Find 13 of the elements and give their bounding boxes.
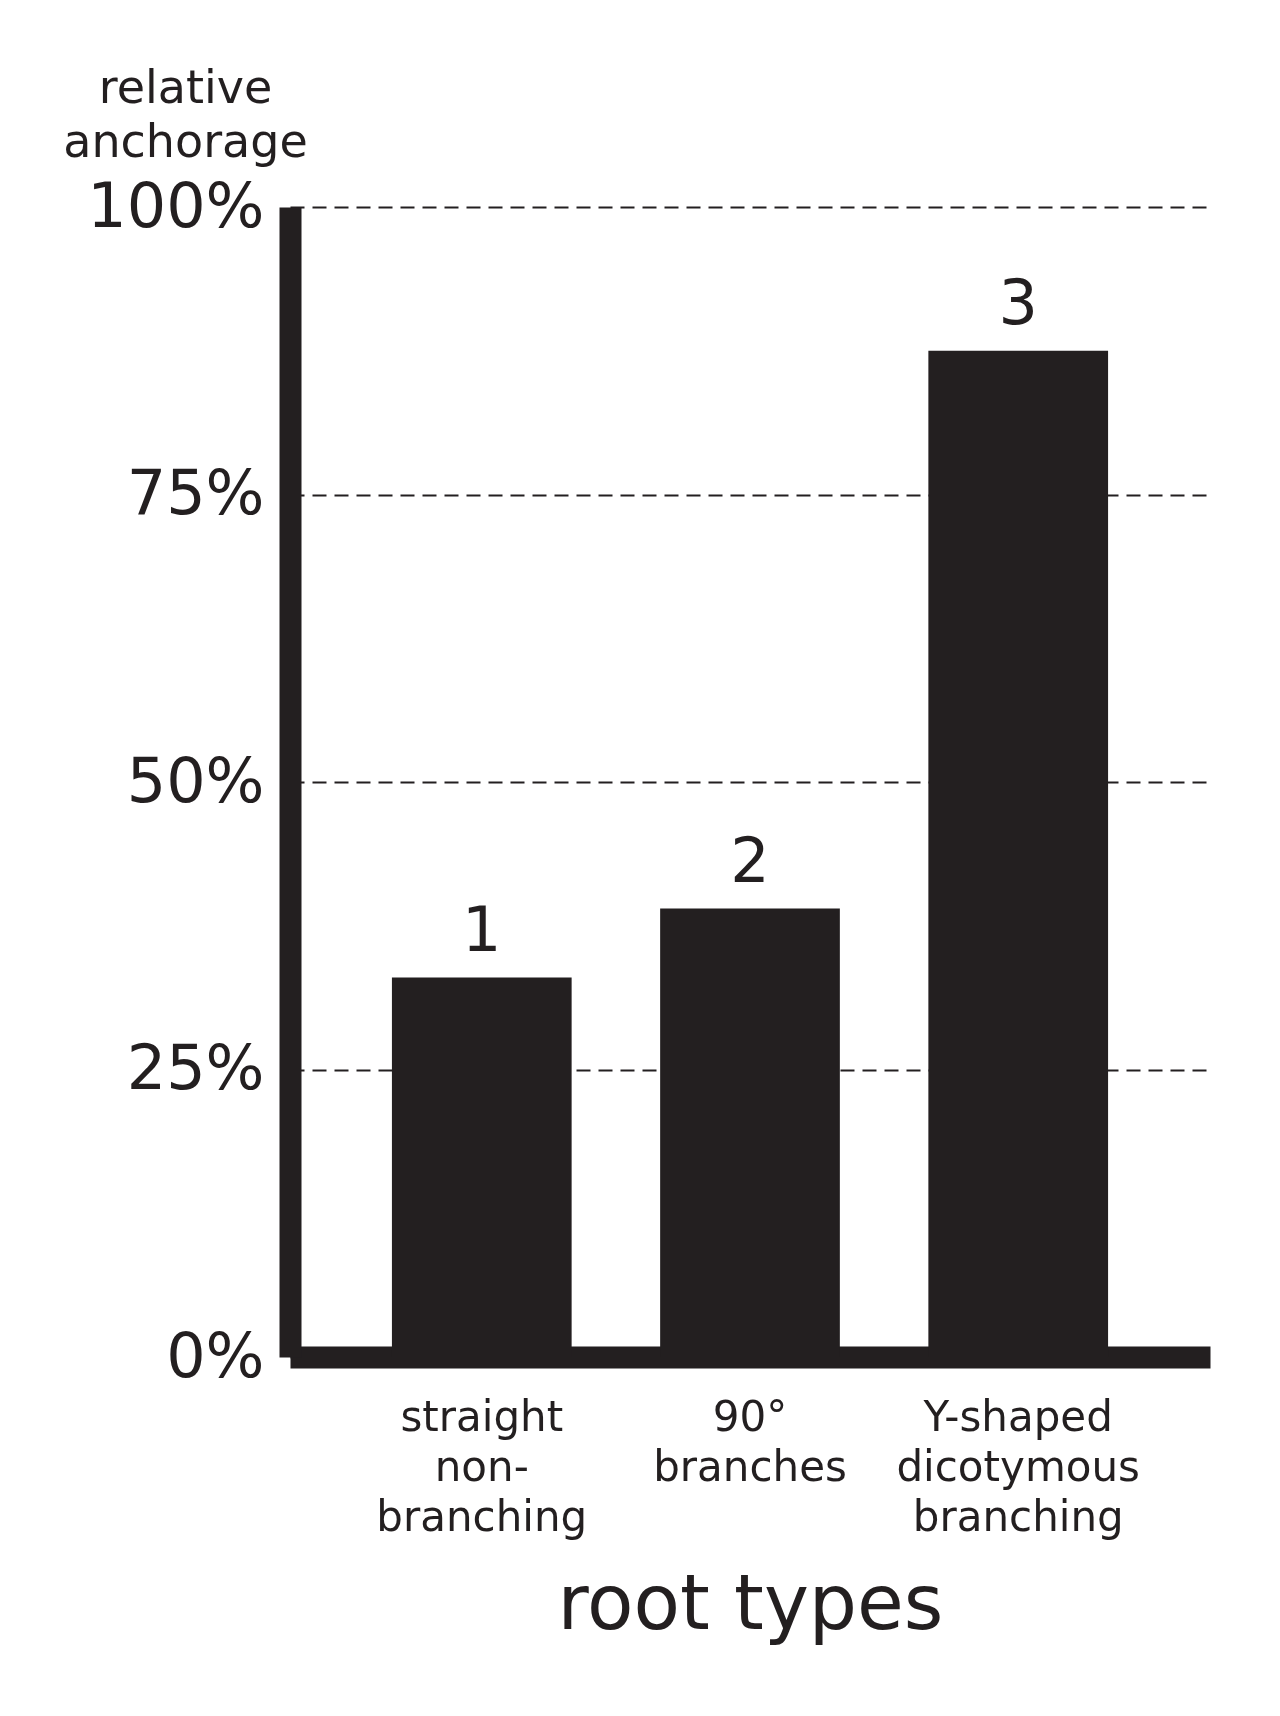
y-axis-title: relative anchorage [63, 59, 308, 168]
x-tick-label: Y-shaped dicotymous branching [896, 1391, 1140, 1541]
annotation: 3 [998, 265, 1038, 339]
y-tick-label: 50% [126, 743, 265, 817]
x-tick-label: 90° branches [653, 1391, 847, 1491]
annotation: 1 [462, 892, 502, 966]
x-tick-label: straight non- branching [376, 1391, 588, 1541]
y-tick-label: 100% [87, 168, 265, 242]
y-tick-label: 25% [126, 1031, 265, 1104]
y-tick-label: 75% [126, 456, 265, 529]
y-tick-label: 0% [166, 1318, 265, 1392]
annotation: 2 [730, 823, 770, 897]
x-axis-title: root types [557, 1557, 944, 1647]
